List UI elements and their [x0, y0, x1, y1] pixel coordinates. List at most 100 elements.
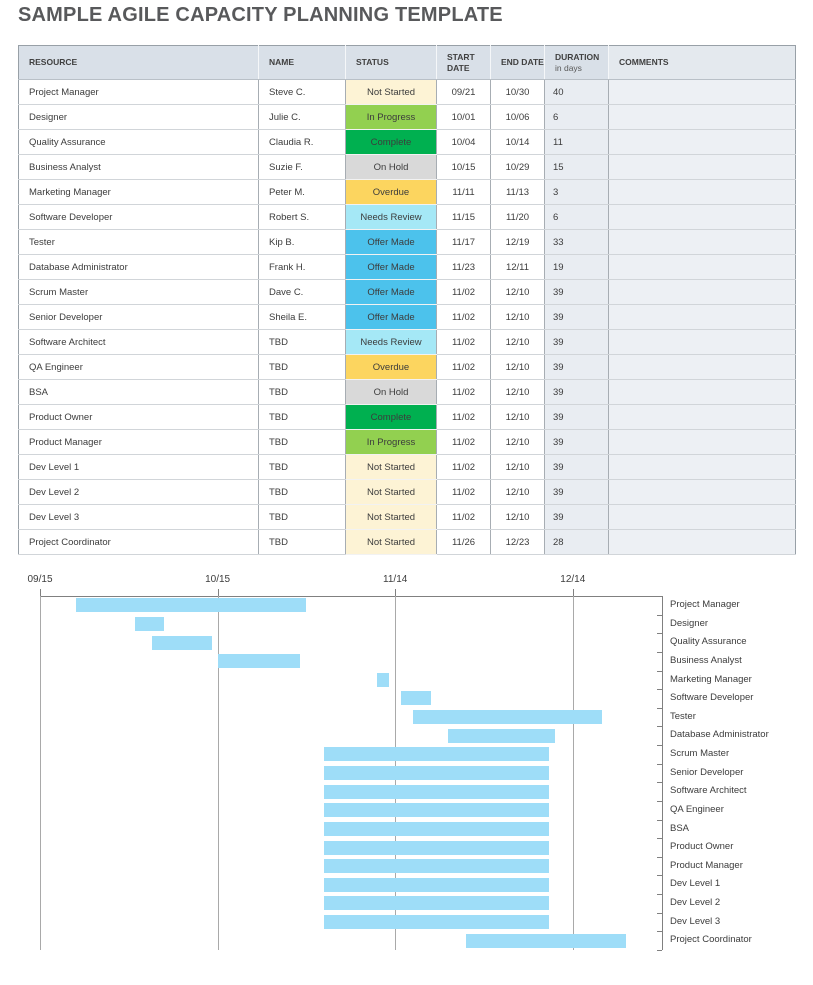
- cell-name[interactable]: Claudia R.: [258, 129, 346, 155]
- cell-start-date[interactable]: 10/01: [436, 104, 491, 130]
- cell-name[interactable]: Frank H.: [258, 254, 346, 280]
- cell-comments[interactable]: [608, 379, 796, 405]
- cell-name[interactable]: Kip B.: [258, 229, 346, 255]
- cell-name[interactable]: TBD: [258, 479, 346, 505]
- cell-duration[interactable]: 39: [544, 379, 609, 405]
- cell-comments[interactable]: [608, 329, 796, 355]
- cell-resource[interactable]: Scrum Master: [18, 279, 259, 305]
- cell-status[interactable]: Overdue: [345, 179, 437, 205]
- cell-status[interactable]: Not Started: [345, 79, 437, 105]
- cell-status[interactable]: Offer Made: [345, 304, 437, 330]
- cell-duration[interactable]: 40: [544, 79, 609, 105]
- cell-end-date[interactable]: 12/10: [490, 454, 545, 480]
- cell-status[interactable]: In Progress: [345, 429, 437, 455]
- cell-duration[interactable]: 39: [544, 429, 609, 455]
- cell-status[interactable]: On Hold: [345, 379, 437, 405]
- cell-duration[interactable]: 11: [544, 129, 609, 155]
- cell-duration[interactable]: 39: [544, 404, 609, 430]
- cell-comments[interactable]: [608, 404, 796, 430]
- cell-start-date[interactable]: 11/02: [436, 479, 491, 505]
- cell-start-date[interactable]: 11/17: [436, 229, 491, 255]
- cell-comments[interactable]: [608, 204, 796, 230]
- cell-resource[interactable]: Quality Assurance: [18, 129, 259, 155]
- cell-status[interactable]: Not Started: [345, 454, 437, 480]
- cell-resource[interactable]: BSA: [18, 379, 259, 405]
- cell-resource[interactable]: Project Manager: [18, 79, 259, 105]
- cell-name[interactable]: Robert S.: [258, 204, 346, 230]
- cell-status[interactable]: Complete: [345, 404, 437, 430]
- cell-comments[interactable]: [608, 229, 796, 255]
- cell-start-date[interactable]: 11/02: [436, 379, 491, 405]
- cell-start-date[interactable]: 11/02: [436, 404, 491, 430]
- cell-comments[interactable]: [608, 129, 796, 155]
- cell-resource[interactable]: Designer: [18, 104, 259, 130]
- cell-duration[interactable]: 39: [544, 354, 609, 380]
- cell-resource[interactable]: Dev Level 3: [18, 504, 259, 530]
- cell-resource[interactable]: Dev Level 2: [18, 479, 259, 505]
- cell-end-date[interactable]: 11/13: [490, 179, 545, 205]
- cell-name[interactable]: TBD: [258, 329, 346, 355]
- cell-resource[interactable]: Senior Developer: [18, 304, 259, 330]
- cell-status[interactable]: Needs Review: [345, 329, 437, 355]
- cell-duration[interactable]: 39: [544, 329, 609, 355]
- cell-resource[interactable]: Software Architect: [18, 329, 259, 355]
- cell-name[interactable]: Dave C.: [258, 279, 346, 305]
- cell-comments[interactable]: [608, 304, 796, 330]
- cell-comments[interactable]: [608, 479, 796, 505]
- cell-end-date[interactable]: 12/10: [490, 404, 545, 430]
- cell-comments[interactable]: [608, 79, 796, 105]
- cell-duration[interactable]: 6: [544, 104, 609, 130]
- cell-resource[interactable]: Dev Level 1: [18, 454, 259, 480]
- cell-duration[interactable]: 28: [544, 529, 609, 555]
- cell-start-date[interactable]: 09/21: [436, 79, 491, 105]
- cell-end-date[interactable]: 12/10: [490, 429, 545, 455]
- cell-status[interactable]: Complete: [345, 129, 437, 155]
- cell-duration[interactable]: 39: [544, 304, 609, 330]
- cell-duration[interactable]: 6: [544, 204, 609, 230]
- cell-comments[interactable]: [608, 354, 796, 380]
- cell-resource[interactable]: QA Engineer: [18, 354, 259, 380]
- cell-end-date[interactable]: 12/10: [490, 479, 545, 505]
- cell-start-date[interactable]: 11/02: [436, 429, 491, 455]
- cell-start-date[interactable]: 11/02: [436, 354, 491, 380]
- cell-comments[interactable]: [608, 454, 796, 480]
- cell-name[interactable]: TBD: [258, 529, 346, 555]
- cell-end-date[interactable]: 12/10: [490, 279, 545, 305]
- cell-resource[interactable]: Business Analyst: [18, 154, 259, 180]
- cell-start-date[interactable]: 11/02: [436, 279, 491, 305]
- cell-end-date[interactable]: 10/30: [490, 79, 545, 105]
- cell-resource[interactable]: Project Coordinator: [18, 529, 259, 555]
- cell-resource[interactable]: Tester: [18, 229, 259, 255]
- cell-comments[interactable]: [608, 504, 796, 530]
- cell-comments[interactable]: [608, 104, 796, 130]
- cell-resource[interactable]: Marketing Manager: [18, 179, 259, 205]
- cell-name[interactable]: Peter M.: [258, 179, 346, 205]
- cell-start-date[interactable]: 11/23: [436, 254, 491, 280]
- cell-start-date[interactable]: 11/02: [436, 454, 491, 480]
- cell-end-date[interactable]: 12/10: [490, 354, 545, 380]
- cell-start-date[interactable]: 11/02: [436, 504, 491, 530]
- cell-status[interactable]: Offer Made: [345, 279, 437, 305]
- cell-start-date[interactable]: 11/02: [436, 304, 491, 330]
- cell-name[interactable]: TBD: [258, 504, 346, 530]
- cell-comments[interactable]: [608, 429, 796, 455]
- cell-name[interactable]: Sheila E.: [258, 304, 346, 330]
- cell-status[interactable]: Not Started: [345, 504, 437, 530]
- cell-name[interactable]: TBD: [258, 404, 346, 430]
- cell-resource[interactable]: Software Developer: [18, 204, 259, 230]
- cell-end-date[interactable]: 12/10: [490, 329, 545, 355]
- cell-comments[interactable]: [608, 154, 796, 180]
- cell-end-date[interactable]: 10/14: [490, 129, 545, 155]
- cell-name[interactable]: TBD: [258, 354, 346, 380]
- cell-duration[interactable]: 39: [544, 504, 609, 530]
- cell-duration[interactable]: 15: [544, 154, 609, 180]
- cell-duration[interactable]: 39: [544, 279, 609, 305]
- cell-status[interactable]: Offer Made: [345, 229, 437, 255]
- cell-start-date[interactable]: 10/04: [436, 129, 491, 155]
- cell-start-date[interactable]: 11/15: [436, 204, 491, 230]
- cell-name[interactable]: TBD: [258, 379, 346, 405]
- cell-status[interactable]: In Progress: [345, 104, 437, 130]
- cell-end-date[interactable]: 11/20: [490, 204, 545, 230]
- cell-name[interactable]: Suzie F.: [258, 154, 346, 180]
- cell-status[interactable]: Overdue: [345, 354, 437, 380]
